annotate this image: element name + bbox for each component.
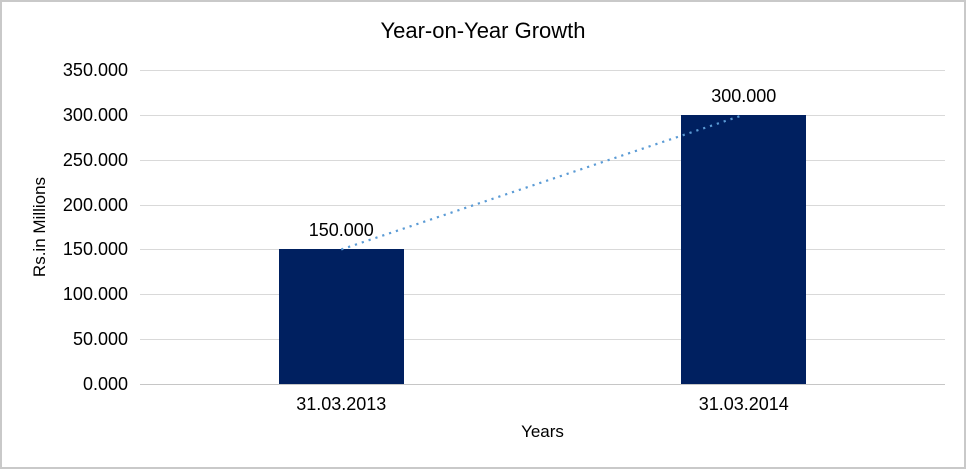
y-tick-label: 350.000 (62, 60, 128, 80)
gridline (140, 294, 945, 295)
bar-value-label: 300.000 (711, 85, 777, 106)
y-tick-label: 250.000 (62, 150, 128, 170)
gridline (140, 339, 945, 340)
y-tick-label: 0.000 (82, 374, 128, 394)
bar (278, 249, 404, 384)
gridline (140, 205, 945, 206)
y-tick-label: 100.000 (62, 284, 128, 304)
y-tick-label: 200.000 (62, 195, 128, 215)
x-axis-title: Years (521, 422, 564, 441)
y-tick-label: 300.000 (62, 105, 128, 125)
bar-value-label: 150.000 (308, 220, 374, 241)
bar (681, 114, 807, 384)
y-tick-label: 50.000 (72, 329, 128, 349)
x-tick-label: 31.03.2014 (698, 394, 789, 414)
y-axis-title: Rs.in Millions (30, 176, 49, 278)
x-tick-label: 31.03.2013 (296, 394, 387, 414)
gridline (140, 70, 945, 71)
gridline (140, 115, 945, 116)
y-tick-label: 150.000 (62, 239, 128, 259)
chart-title: Year-on-Year Growth (380, 18, 586, 43)
gridline (140, 249, 945, 250)
x-axis-line (140, 384, 945, 385)
gridline (140, 160, 945, 161)
